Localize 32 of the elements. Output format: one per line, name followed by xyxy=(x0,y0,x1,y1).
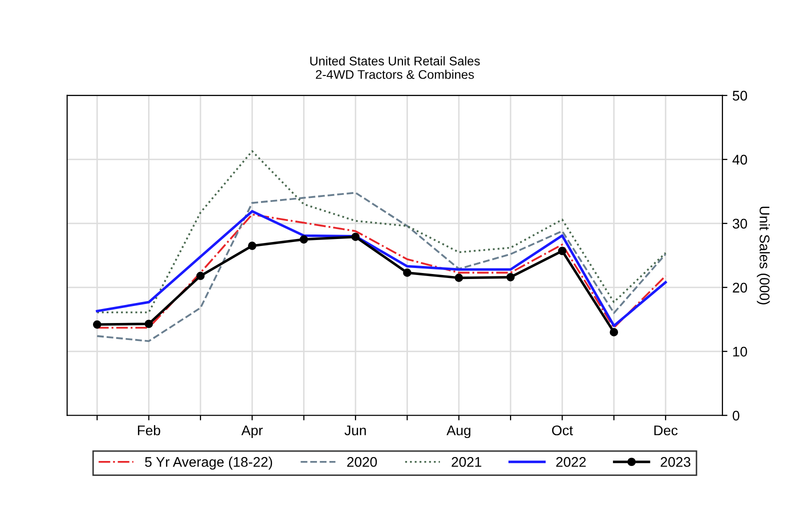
x-tick-label: Dec xyxy=(654,426,678,436)
y-tick-label: 0 xyxy=(732,410,740,421)
x-tick-label: Aug xyxy=(446,426,470,438)
line-series xyxy=(96,150,666,314)
y-tick-label: 50 xyxy=(732,90,748,101)
y-axis-title: Unit Sales (000) xyxy=(756,206,770,304)
point xyxy=(92,320,102,329)
line-series xyxy=(96,192,666,342)
legend-label: 2021 xyxy=(452,457,482,467)
point xyxy=(248,242,256,250)
point xyxy=(300,235,308,244)
point xyxy=(403,268,412,277)
legend-label: 2023 xyxy=(660,457,690,467)
point xyxy=(558,246,566,256)
point xyxy=(351,232,360,242)
legend-label: 2020 xyxy=(347,457,377,467)
x-tick-label: Jun xyxy=(344,426,366,436)
y-tick-label: 30 xyxy=(732,218,748,229)
point xyxy=(454,274,464,282)
point xyxy=(506,273,515,282)
x-tick-label: Feb xyxy=(138,425,160,436)
y-tick-label: 20 xyxy=(732,282,748,293)
x-tick-label: Apr xyxy=(241,426,263,438)
point xyxy=(610,328,618,336)
legend-label: 5 Yr Average (18-22) xyxy=(145,456,272,470)
point xyxy=(144,320,153,328)
y-tick-label: 10 xyxy=(733,346,748,357)
chart-title: United States Unit Retail Sales 2-4WD Tractors & Combines xyxy=(310,56,480,79)
legend-label: 2022 xyxy=(556,457,586,467)
y-tick-label: 40 xyxy=(732,154,748,165)
x-tick-label: Oct xyxy=(552,425,573,436)
point xyxy=(196,272,205,280)
